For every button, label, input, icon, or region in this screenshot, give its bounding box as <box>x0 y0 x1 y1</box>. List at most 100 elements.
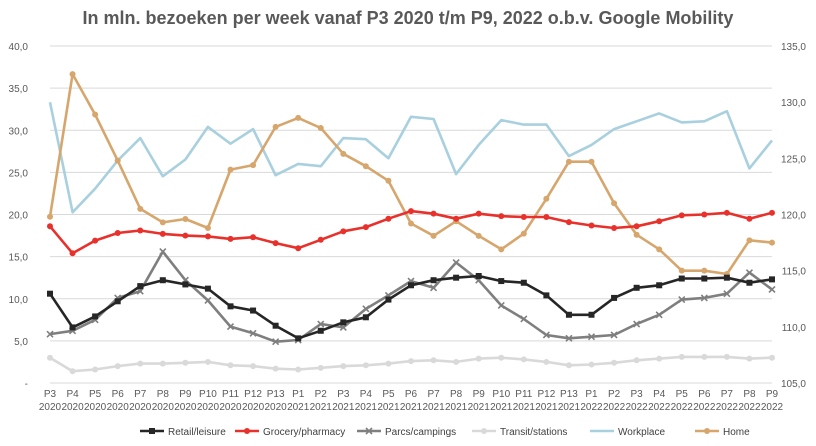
data-point-grocery-pharmacy <box>295 245 302 252</box>
x-tick-label: P8 <box>450 389 463 400</box>
x-tick-label: P9 <box>473 389 486 400</box>
x-tick-label-year: 2021 <box>513 402 536 413</box>
data-point-home <box>69 71 76 78</box>
x-tick-label-year: 2021 <box>400 402 423 413</box>
data-point-retail-leisure <box>633 284 640 291</box>
data-point-parcs-campings <box>745 269 754 277</box>
data-point-transit-stations <box>92 366 99 373</box>
x-tick-label-year: 2021 <box>445 402 468 413</box>
series-transit-stations <box>47 353 775 375</box>
y-right-tick-label: 110,0 <box>782 323 807 334</box>
data-point-home <box>769 239 775 246</box>
data-point-transit-stations <box>453 358 460 365</box>
x-tick-label: P3 <box>631 389 644 400</box>
data-point-home <box>47 213 53 220</box>
data-point-home <box>182 215 189 222</box>
data-point-transit-stations <box>317 364 324 371</box>
data-point-home <box>633 231 640 238</box>
data-point-grocery-pharmacy <box>204 233 211 240</box>
x-tick-label: P9 <box>766 389 779 400</box>
data-point-transit-stations <box>543 358 550 365</box>
x-tick-label: P8 <box>157 389 170 400</box>
data-point-retail-leisure <box>588 311 595 318</box>
data-point-transit-stations <box>611 359 618 366</box>
data-point-home <box>565 158 572 165</box>
x-tick-label: P2 <box>315 389 328 400</box>
legend-label: Home <box>723 427 750 438</box>
data-point-retail-leisure <box>204 285 211 292</box>
x-tick-label-year: 2022 <box>671 402 694 413</box>
data-point-retail-leisure <box>475 273 482 280</box>
data-point-home <box>520 230 527 237</box>
data-point-transit-stations <box>408 358 414 365</box>
data-point-retail-leisure <box>69 324 76 331</box>
legend-label: Transit/stations <box>500 427 567 438</box>
data-point-retail-leisure <box>159 277 166 284</box>
legend-item-home: Home <box>695 427 750 438</box>
data-point-transit-stations <box>250 363 257 370</box>
y-left-tick-label: 35,0 <box>9 84 29 95</box>
data-point-retail-leisure <box>250 307 257 314</box>
x-tick-label: P6 <box>698 389 711 400</box>
data-point-parcs-campings <box>655 311 663 319</box>
data-point-retail-leisure <box>453 274 460 281</box>
data-point-home <box>114 157 121 164</box>
x-tick-label: P13 <box>560 389 578 400</box>
data-point-parcs-campings <box>678 296 686 304</box>
legend-item-transit-stations: Transit/stations <box>472 427 567 438</box>
x-tick-label: P10 <box>492 389 510 400</box>
x-tick-label-year: 2020 <box>84 402 107 413</box>
data-point-home <box>340 150 347 157</box>
y-right-tick-label: 135,0 <box>781 42 806 53</box>
data-point-retail-leisure <box>47 290 53 297</box>
chart-title: In mln. bezoeken per week vanaf P3 2020 … <box>82 8 734 28</box>
x-tick-label: P1 <box>292 389 305 400</box>
x-tick-label: P3 <box>337 389 350 400</box>
y-left-tick-label: 10,0 <box>9 295 29 306</box>
x-tick-label-year: 2021 <box>332 402 355 413</box>
x-tick-label-year: 2022 <box>716 402 739 413</box>
data-point-home <box>137 205 144 212</box>
legend-swatch-marker <box>149 428 155 434</box>
x-tick-label-year: 2021 <box>535 402 558 413</box>
data-point-transit-stations <box>114 363 121 370</box>
x-tick-label-year: 2021 <box>310 402 333 413</box>
x-tick-label: P8 <box>743 389 756 400</box>
data-point-parcs-campings <box>204 296 212 305</box>
data-point-transit-stations <box>227 362 234 369</box>
data-point-retail-leisure <box>498 278 505 285</box>
series-line-parcs-campings <box>49 250 773 344</box>
data-point-home <box>588 158 595 165</box>
x-tick-label: P5 <box>676 389 689 400</box>
data-point-parcs-campings <box>542 331 550 339</box>
x-tick-label-year: 2020 <box>219 402 242 413</box>
data-point-grocery-pharmacy <box>317 236 324 243</box>
data-point-parcs-campings <box>587 333 596 341</box>
data-point-grocery-pharmacy <box>250 234 257 241</box>
series-workplace <box>48 101 774 214</box>
data-point-transit-stations <box>701 353 708 360</box>
x-tick-label: P7 <box>134 389 147 400</box>
data-point-transit-stations <box>272 365 279 372</box>
data-point-retail-leisure <box>408 282 414 289</box>
y-left-tick-label: 20,0 <box>9 211 29 222</box>
series-parcs-campings <box>46 248 776 346</box>
data-point-parcs-campings <box>565 334 573 342</box>
data-point-grocery-pharmacy <box>746 215 753 222</box>
data-point-parcs-campings <box>317 320 325 328</box>
x-tick-label: P5 <box>382 389 395 400</box>
data-point-parcs-campings <box>46 330 54 338</box>
y-left-tick-label: 5,0 <box>14 337 28 348</box>
data-point-parcs-campings <box>452 258 460 267</box>
data-point-transit-stations <box>769 354 775 361</box>
data-point-retail-leisure <box>543 292 550 299</box>
legend-swatch-marker <box>244 428 250 434</box>
x-tick-label-year: 2021 <box>355 402 378 413</box>
legend-swatch-marker <box>704 428 710 434</box>
series-line-workplace <box>48 101 774 214</box>
y-left-tick-label: 30,0 <box>9 126 29 137</box>
data-point-transit-stations <box>588 361 595 368</box>
data-point-retail-leisure <box>272 322 279 329</box>
legend-label: Retail/leisure <box>168 427 226 438</box>
